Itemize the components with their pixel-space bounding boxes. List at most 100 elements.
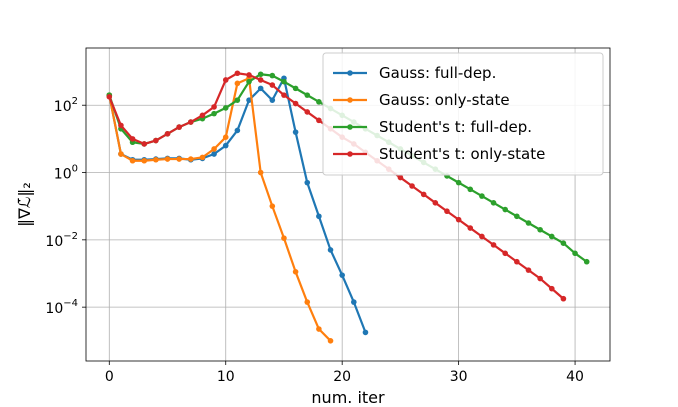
data-point — [432, 200, 439, 206]
data-point — [211, 151, 217, 157]
data-point — [525, 220, 532, 226]
x-axis-label: num. iter — [311, 388, 385, 407]
data-point — [257, 71, 264, 78]
legend-item: Gauss: only-state — [333, 91, 510, 109]
data-point — [316, 326, 322, 332]
x-tick-label: 20 — [333, 369, 351, 385]
plot-frame — [85, 47, 611, 362]
data-point — [153, 156, 159, 163]
data-point — [222, 134, 229, 140]
data-point — [176, 156, 182, 162]
legend-marker — [347, 97, 353, 103]
data-point — [572, 250, 578, 257]
data-point — [583, 258, 590, 265]
x-tick-label: 40 — [566, 369, 584, 385]
data-point — [351, 299, 357, 305]
data-point — [467, 186, 474, 193]
data-point — [304, 109, 311, 115]
data-point — [106, 94, 113, 100]
legend-item: Student's t: only-state — [333, 145, 545, 163]
data-point — [246, 78, 252, 85]
data-point — [234, 70, 241, 77]
data-point — [292, 85, 299, 92]
data-point — [281, 235, 287, 241]
data-point — [409, 183, 415, 189]
series-line — [108, 77, 332, 342]
data-point — [525, 267, 532, 273]
y-tick-label: 100 — [54, 164, 78, 183]
data-point — [129, 157, 136, 164]
data-point — [514, 258, 520, 265]
data-point — [164, 156, 171, 162]
data-point — [548, 233, 555, 240]
data-point — [164, 131, 171, 137]
x-tick-label: 0 — [105, 369, 114, 385]
data-point — [339, 272, 345, 278]
y-tick-label: 10−2 — [45, 231, 78, 250]
data-point — [188, 119, 194, 125]
data-point — [222, 77, 229, 83]
data-point — [444, 208, 450, 215]
y-tick-label: 102 — [54, 96, 78, 115]
data-point — [455, 179, 462, 186]
data-point — [222, 105, 229, 111]
y-axis-label: ‖∇ℒ̄‖₂ — [15, 182, 34, 227]
data-point — [537, 226, 543, 233]
data-point — [141, 157, 148, 164]
x-axis-ticks: 0 10 20 30 40 — [105, 361, 584, 385]
data-point — [211, 146, 217, 152]
data-point — [141, 141, 148, 147]
data-point — [292, 269, 299, 275]
data-point — [490, 200, 497, 206]
data-point — [502, 250, 509, 257]
data-point — [234, 97, 241, 103]
data-point — [479, 193, 485, 199]
data-point — [234, 80, 241, 87]
legend: Gauss: full-dep. Gauss: only-state Student… — [322, 52, 604, 176]
data-point — [502, 206, 509, 213]
series — [106, 75, 334, 344]
legend-item: Gauss: full-dep. — [333, 64, 496, 82]
data-point — [222, 142, 229, 149]
data-point — [246, 97, 252, 103]
legend-label: Gauss: only-state — [379, 91, 510, 109]
legend-label: Student's t: full-dep. — [379, 118, 532, 136]
data-point — [199, 112, 206, 119]
data-point — [292, 129, 299, 135]
data-point — [211, 104, 217, 110]
data-point — [292, 100, 299, 107]
x-tick-label: 10 — [217, 369, 235, 385]
data-point — [118, 122, 124, 129]
data-point — [281, 92, 287, 98]
data-point — [257, 85, 264, 92]
data-point — [479, 233, 485, 240]
data-point — [316, 117, 322, 124]
data-point — [304, 179, 311, 186]
data-point — [176, 124, 182, 130]
y-tick-label: 10−4 — [45, 298, 78, 317]
data-point — [490, 242, 497, 248]
data-point — [327, 247, 334, 253]
data-point — [211, 110, 217, 117]
data-point — [560, 240, 567, 247]
data-point — [537, 275, 543, 282]
data-point — [269, 97, 276, 103]
legend-item: Student's t: full-dep. — [333, 118, 532, 136]
legend-marker — [347, 151, 353, 157]
data-point — [246, 72, 252, 78]
data-point — [188, 156, 194, 162]
legend-label: Gauss: full-dep. — [379, 64, 496, 82]
legend-marker — [347, 124, 353, 130]
legend-label: Student's t: only-state — [379, 145, 545, 163]
y-axis-ticks: 10−4 10−2 100 102 — [45, 96, 86, 317]
data-point — [514, 213, 520, 220]
legend-marker — [347, 70, 353, 76]
data-point — [304, 92, 311, 98]
data-point — [153, 137, 159, 144]
data-point — [316, 99, 322, 105]
data-point — [467, 225, 474, 231]
data-point — [560, 295, 567, 302]
data-point — [269, 82, 276, 88]
legend-box — [322, 52, 604, 176]
